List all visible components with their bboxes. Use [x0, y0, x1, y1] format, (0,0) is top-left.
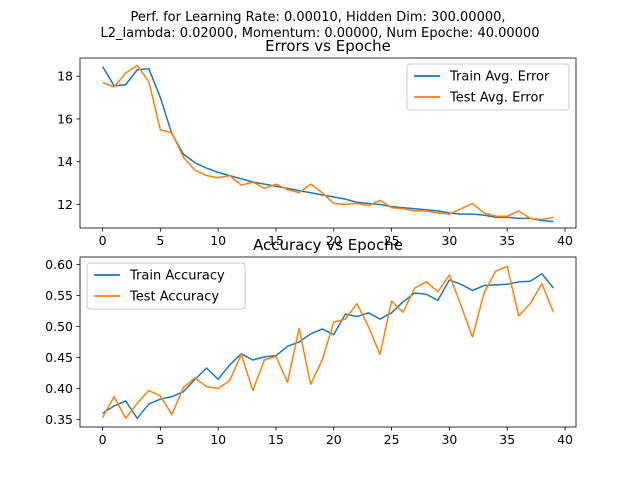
accuracy-xtick-label: 0 [99, 432, 107, 447]
errors-xtick-label: 10 [210, 233, 226, 248]
accuracy-legend: Train Accuracy Test Accuracy [86, 262, 246, 310]
accuracy-xtick-label: 20 [326, 432, 342, 447]
accuracy-xtick-label: 40 [557, 432, 573, 447]
accuracy-xtick-label: 10 [210, 432, 226, 447]
figure-suptitle-line1: Perf. for Learning Rate: 0.00010, Hidden… [130, 10, 505, 25]
accuracy-ytick-label: 0.40 [45, 381, 73, 396]
accuracy-ytick-label: 0.55 [45, 288, 73, 303]
accuracy-axes-frame [79, 256, 577, 428]
errors-xtick-label: 0 [99, 233, 107, 248]
accuracy-chart: 0 5 10 15 20 25 30 35 40 0.35 0.40 0.45 0.50 0.55 0.60… [45, 236, 577, 447]
errors-legend-box [406, 63, 570, 111]
errors-ytick-label: 16 [57, 111, 73, 126]
accuracy-series-test-accuracy-line [101, 265, 555, 420]
accuracy-ytick-label: 0.45 [45, 350, 73, 365]
errors-xtick-label: 35 [499, 233, 515, 248]
accuracy-xtick-label: 35 [499, 432, 515, 447]
figure-suptitle-line2: L2_lambda: 0.02000, Momentum: 0.00000, N… [101, 26, 540, 41]
errors-ytick-label: 18 [57, 69, 73, 84]
errors-xtick-label: 40 [557, 233, 573, 248]
errors-ytick-label: 14 [57, 154, 73, 169]
errors-xtick-label: 5 [156, 233, 164, 248]
errors-xtick-label: 25 [384, 233, 400, 248]
errors-xtick-label: 20 [326, 233, 342, 248]
errors-xtick-label: 30 [441, 233, 457, 248]
accuracy-legend-box [86, 262, 246, 310]
errors-ytick-label: 12 [57, 197, 73, 212]
errors-xtick-label: 15 [268, 233, 284, 248]
errors-series-test-avg-error-line [102, 64, 554, 221]
errors-axes-frame [79, 57, 577, 229]
accuracy-xtick-label: 15 [268, 432, 284, 447]
accuracy-legend-label: Test Accuracy [129, 290, 219, 305]
accuracy-chart-title: Accuracy vs Epoche [253, 236, 403, 254]
accuracy-xtick-label: 5 [156, 432, 164, 447]
accuracy-legend-label: Train Accuracy [129, 269, 225, 284]
accuracy-ytick-label: 0.35 [45, 412, 73, 427]
errors-legend-label: Test Avg. Error [449, 91, 544, 106]
accuracy-xtick-label: 30 [441, 432, 457, 447]
errors-legend: Train Avg. Error Test Avg. Error [406, 63, 570, 111]
errors-legend-label: Train Avg. Error [449, 70, 550, 85]
accuracy-xtick-label: 25 [384, 432, 400, 447]
accuracy-ytick-label: 0.50 [45, 319, 73, 334]
accuracy-series-train-accuracy-line [102, 273, 555, 420]
accuracy-ytick-label: 0.60 [45, 257, 73, 272]
errors-chart-title: Errors vs Epoche [265, 37, 391, 55]
errors-chart: 0 5 10 15 20 25 30 35 40 12 14 16 18 Errors vs Epoche… [57, 37, 577, 248]
